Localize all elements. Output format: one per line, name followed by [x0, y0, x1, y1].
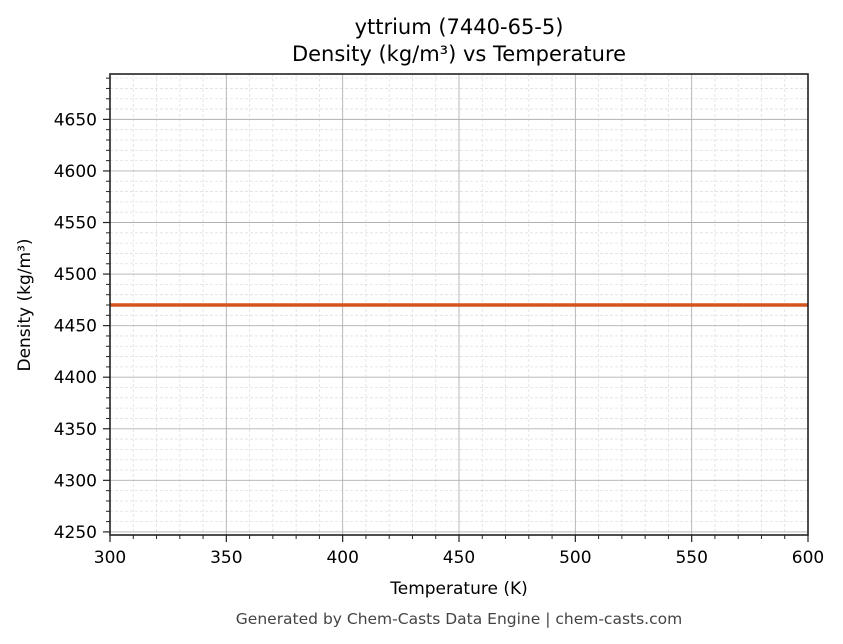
chart-title-line-1: yttrium (7440-65-5): [355, 15, 564, 39]
y-tick-label: 4600: [54, 162, 97, 182]
x-axis-label: Temperature (K): [389, 579, 528, 599]
chart-title-line-2: Density (kg/m³) vs Temperature: [292, 42, 626, 66]
y-tick-label: 4450: [54, 317, 97, 337]
x-axis-ticks: 300 350 400 450 500 550 600: [94, 535, 824, 568]
y-tick-label: 4350: [54, 420, 97, 440]
x-tick-label: 600: [792, 548, 824, 568]
y-tick-label: 4300: [54, 471, 97, 491]
x-tick-label: 450: [443, 548, 475, 568]
y-axis-label: Density (kg/m³): [15, 238, 35, 371]
x-tick-label: 500: [559, 548, 591, 568]
y-tick-label: 4400: [54, 368, 97, 388]
y-tick-label: 4250: [54, 523, 97, 543]
x-tick-label: 300: [94, 548, 126, 568]
chart-title: yttrium (7440-65-5) Density (kg/m³) vs T…: [292, 15, 626, 66]
x-tick-label: 550: [675, 548, 707, 568]
y-tick-label: 4500: [54, 265, 97, 285]
x-tick-label: 400: [326, 548, 358, 568]
y-axis-ticks: 4250 4300 4350 4400 4450 4500 4550 4600 4650: [54, 77, 110, 543]
y-tick-label: 4650: [54, 110, 97, 130]
footer-credit: Generated by Chem-Casts Data Engine | ch…: [236, 610, 682, 628]
x-tick-label: 350: [210, 548, 242, 568]
y-tick-label: 4550: [54, 214, 97, 234]
